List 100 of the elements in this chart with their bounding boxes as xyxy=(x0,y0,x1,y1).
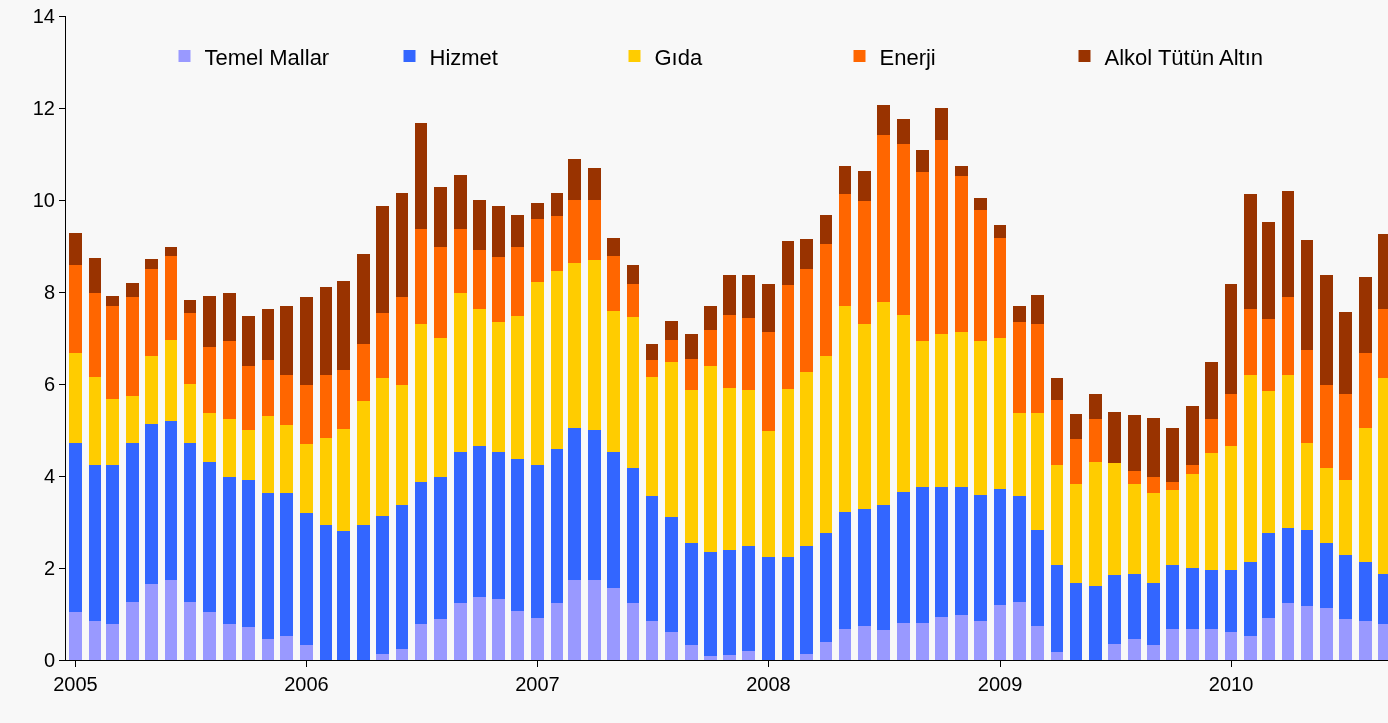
bar xyxy=(993,225,1007,238)
bar xyxy=(1262,390,1275,533)
bar xyxy=(1281,602,1295,660)
bar xyxy=(684,359,698,390)
bar xyxy=(280,305,294,375)
bar xyxy=(1339,394,1352,480)
bar xyxy=(1262,617,1275,660)
bar xyxy=(1358,277,1372,353)
bar xyxy=(492,257,506,322)
bar xyxy=(1281,527,1295,603)
bar xyxy=(376,205,389,313)
bar xyxy=(742,389,756,546)
bar xyxy=(955,486,968,615)
bar xyxy=(1013,412,1027,497)
bar xyxy=(376,312,389,379)
bar xyxy=(781,241,795,286)
bar xyxy=(723,315,737,388)
bar xyxy=(858,509,872,626)
bar xyxy=(145,424,158,585)
bar xyxy=(1050,399,1064,466)
bar xyxy=(376,515,389,655)
bar xyxy=(550,193,564,216)
bar xyxy=(164,340,178,421)
bar xyxy=(453,174,467,229)
legend-label: Enerji xyxy=(879,44,936,70)
bar xyxy=(106,624,120,660)
bar xyxy=(164,420,178,581)
bar xyxy=(261,493,275,640)
bar xyxy=(126,396,139,443)
bar xyxy=(1320,468,1333,543)
bar xyxy=(1127,414,1141,472)
bar xyxy=(1300,606,1314,660)
bar xyxy=(69,233,82,266)
bar xyxy=(916,341,930,487)
bar xyxy=(1166,481,1180,490)
bar xyxy=(203,347,217,413)
bar xyxy=(126,601,139,660)
bar xyxy=(1205,628,1218,660)
bar xyxy=(414,123,428,230)
bar xyxy=(319,438,333,525)
bar xyxy=(974,495,987,621)
bar xyxy=(1186,628,1199,660)
bar xyxy=(69,265,82,353)
bar xyxy=(607,452,620,588)
bar xyxy=(300,296,313,385)
legend-label: Alkol Tütün Altın xyxy=(1104,44,1264,70)
bar xyxy=(280,636,294,660)
bar xyxy=(1166,489,1180,565)
bar xyxy=(1244,635,1258,660)
bar xyxy=(1147,644,1161,660)
bar xyxy=(800,545,813,655)
bar xyxy=(1013,321,1027,413)
bar xyxy=(472,309,486,447)
bar xyxy=(1031,324,1044,413)
bar xyxy=(607,237,620,257)
bar xyxy=(337,531,351,660)
bar xyxy=(126,282,139,297)
bar xyxy=(665,362,679,518)
bar xyxy=(1069,583,1083,660)
bar xyxy=(183,384,197,443)
bar xyxy=(300,645,313,660)
bar xyxy=(607,311,620,453)
bar xyxy=(453,452,467,603)
bar xyxy=(511,610,525,660)
bar xyxy=(357,524,370,660)
x-tick-label: 2007 xyxy=(515,673,560,695)
bar xyxy=(1320,608,1333,660)
bar xyxy=(896,119,910,144)
bar xyxy=(896,623,910,660)
bar xyxy=(492,321,506,453)
bar xyxy=(684,645,698,660)
bar xyxy=(1186,464,1199,474)
bar xyxy=(106,305,120,399)
bar xyxy=(838,629,852,660)
bar xyxy=(703,656,717,660)
bar xyxy=(203,412,217,463)
bar xyxy=(106,398,120,465)
bar xyxy=(1339,555,1352,619)
bar xyxy=(222,624,236,660)
bar xyxy=(742,274,756,318)
bar xyxy=(916,486,930,624)
bar xyxy=(280,493,294,637)
bar xyxy=(703,305,717,330)
bar xyxy=(935,486,949,618)
y-tick-label: 0 xyxy=(43,649,55,671)
bar xyxy=(1108,643,1121,660)
bar xyxy=(280,374,294,426)
bar xyxy=(1089,586,1103,660)
bar xyxy=(1089,418,1103,463)
bar xyxy=(1339,618,1352,660)
bar xyxy=(1281,374,1295,528)
bar xyxy=(88,377,102,465)
bar xyxy=(974,341,987,496)
bar xyxy=(1089,394,1103,419)
bar xyxy=(183,312,197,384)
bar xyxy=(531,617,544,660)
bar xyxy=(858,625,872,660)
bar xyxy=(376,378,389,516)
y-tick-label: 8 xyxy=(43,281,55,303)
bar xyxy=(550,215,564,272)
